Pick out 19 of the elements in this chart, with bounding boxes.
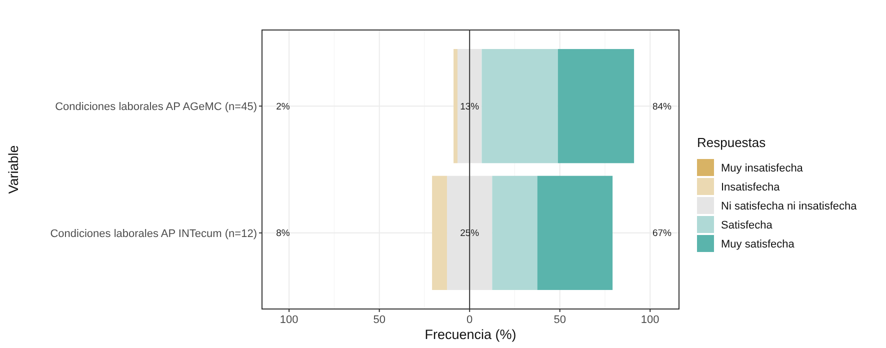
x-tick-label: 100: [280, 314, 298, 326]
x-tick-label: 50: [554, 314, 566, 326]
legend-label: Satisfecha: [721, 219, 774, 232]
legend-label: Muy satisfecha: [721, 238, 796, 250]
y-axis-title: Variable: [6, 145, 21, 194]
legend-label: Muy insatisfecha: [721, 162, 804, 174]
x-axis-title: Frecuencia (%): [424, 327, 516, 342]
y-tick-label: Condiciones laborales AP AGeMC (n=45): [55, 100, 257, 113]
y-tick-label: Condiciones laborales AP INTecum (n=12): [50, 228, 257, 240]
legend-title: Respuestas: [697, 135, 766, 150]
legend-label: Ni satisfecha ni insatisfecha: [721, 200, 858, 212]
annotation: 84%: [652, 101, 672, 112]
annotation: 2%: [276, 101, 290, 112]
x-tick-label: 50: [373, 314, 386, 326]
annotation: 67%: [652, 228, 672, 240]
x-tick-label: 100: [640, 314, 660, 326]
x-tick-label: 0: [466, 314, 473, 326]
annotation: 8%: [276, 228, 290, 240]
legend-label: Insatisfecha: [721, 181, 781, 194]
